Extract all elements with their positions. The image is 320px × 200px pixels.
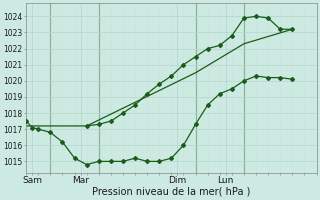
X-axis label: Pression niveau de la mer( hPa ): Pression niveau de la mer( hPa ) <box>92 187 251 197</box>
